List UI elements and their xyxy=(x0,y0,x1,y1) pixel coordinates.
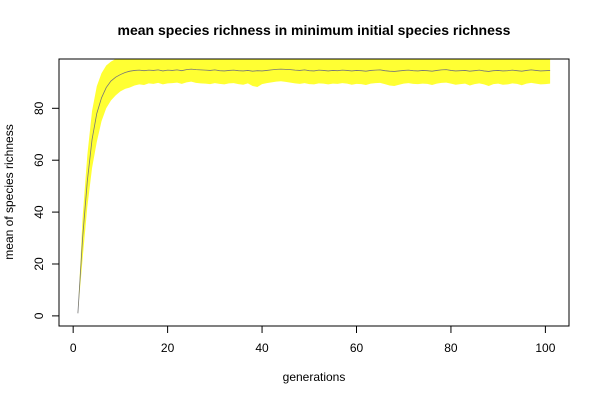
x-axis-label: generations xyxy=(283,370,346,384)
x-tick-label: 20 xyxy=(161,341,175,355)
mean-line xyxy=(77,68,551,314)
x-tick-label: 60 xyxy=(350,341,364,355)
confidence-band xyxy=(77,59,551,314)
x-tick-label: 0 xyxy=(70,341,77,355)
y-tick-label: 40 xyxy=(32,205,46,219)
plot-frame xyxy=(58,58,570,327)
chart-title: mean species richness in minimum initial… xyxy=(118,22,511,38)
x-tick-label: 80 xyxy=(444,341,458,355)
plot-area xyxy=(77,59,551,314)
y-tick-label: 80 xyxy=(32,101,46,115)
x-tick-label: 40 xyxy=(255,341,269,355)
x-tick-label: 100 xyxy=(535,341,555,355)
y-tick-label: 0 xyxy=(32,312,46,319)
y-tick-label: 20 xyxy=(32,257,46,271)
y-axis: 0 20 40 60 80 xyxy=(32,101,60,319)
x-axis: 0 20 40 60 80 100 xyxy=(70,325,556,355)
y-tick-label: 60 xyxy=(32,153,46,167)
y-axis-label: mean of species richness xyxy=(2,124,16,259)
